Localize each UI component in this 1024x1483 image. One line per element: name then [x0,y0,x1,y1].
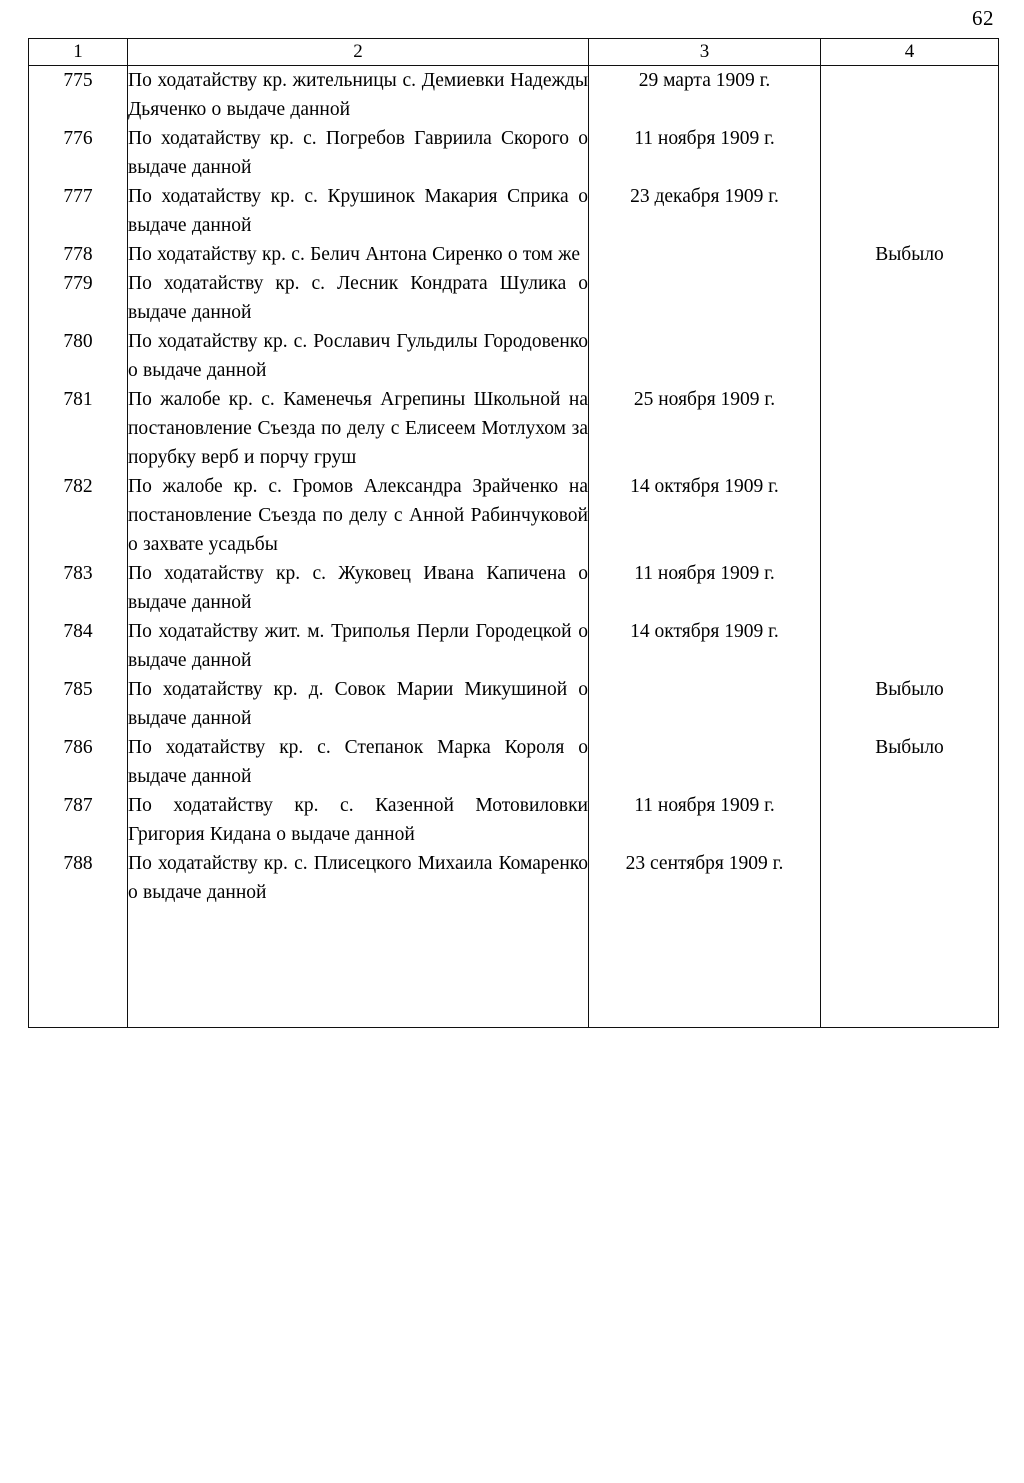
column-header-4: 4 [820,38,999,66]
table-row: 783 По ходатайству кр. с. Жуковец Ивана К… [28,559,999,617]
table-trailing-cell [820,907,999,1028]
entry-note [820,791,999,849]
entry-date: 23 сентября 1909 г. [588,849,821,907]
table-row: 781 По жалобе кр. с. Каменечья Агрепины Ш… [28,385,999,472]
entry-description: По ходатайству кр. с. Плисецкого Михаила… [127,849,589,907]
entry-number: 786 [28,733,128,791]
entry-number: 780 [28,327,128,385]
table-row: 778 По ходатайству кр. с. Белич Антона Си… [28,240,999,269]
table-row: 780 По ходатайству кр. с. Рославич Гульди… [28,327,999,385]
entry-note: Выбыло [820,240,999,269]
entry-number: 788 [28,849,128,907]
table-trailing-cell [127,907,589,1028]
entry-date: 11 ноября 1909 г. [588,124,821,182]
entry-number: 778 [28,240,128,269]
table-row: 777 По ходатайству кр. с. Крушинок Макари… [28,182,999,240]
entry-number: 787 [28,791,128,849]
entry-note [820,124,999,182]
entry-description: По ходатайству кр. с. Рославич Гульдилы … [127,327,589,385]
entry-note [820,182,999,240]
entry-note: Выбыло [820,733,999,791]
entry-note [820,617,999,675]
entry-description: По ходатайству кр. с. Жуковец Ивана Капи… [127,559,589,617]
entry-number: 777 [28,182,128,240]
entry-note [820,269,999,327]
table-header: 1 2 3 4 [28,38,999,66]
entry-note [820,849,999,907]
table-row: 784 По ходатайству жит. м. Триполья Перли… [28,617,999,675]
table-row: 786 По ходатайству кр. с. Степанок Марка … [28,733,999,791]
entry-number: 784 [28,617,128,675]
entry-date: 11 ноября 1909 г. [588,791,821,849]
entry-description: По жалобе кр. с. Каменечья Агрепины Школ… [127,385,589,472]
table-row: 787 По ходатайству кр. с. Казенной Мотови… [28,791,999,849]
entry-date [588,269,821,327]
entry-description: По ходатайству кр. с. Казенной Мотовилов… [127,791,589,849]
entry-number: 782 [28,472,128,559]
entry-date: 29 марта 1909 г. [588,65,821,124]
entry-date: 14 октября 1909 г. [588,472,821,559]
entry-date [588,733,821,791]
entry-date [588,327,821,385]
entry-description: По ходатайству жит. м. Триполья Перли Го… [127,617,589,675]
table-row: 788 По ходатайству кр. с. Плисецкого Миха… [28,849,999,907]
table-trailing-space [28,907,999,1028]
entry-note [820,472,999,559]
table-trailing-cell [28,907,128,1028]
entry-note [820,385,999,472]
entry-description: По ходатайству кр. с. Крушинок Макария С… [127,182,589,240]
entry-description: По ходатайству кр. с. Лесник Кондрата Шу… [127,269,589,327]
entry-date [588,240,821,269]
entry-date: 11 ноября 1909 г. [588,559,821,617]
entry-number: 776 [28,124,128,182]
table-row: 775 По ходатайству кр. жительницы с. Деми… [28,65,999,124]
entry-note: Выбыло [820,675,999,733]
table-body: 775 По ходатайству кр. жительницы с. Деми… [28,65,999,1028]
entry-note [820,327,999,385]
entry-number: 783 [28,559,128,617]
entry-number: 785 [28,675,128,733]
entry-description: По жалобе кр. с. Громов Александра Зрайч… [127,472,589,559]
entry-date [588,675,821,733]
entry-description: По ходатайству кр. жительницы с. Демиевк… [127,65,589,124]
entry-note [820,559,999,617]
entry-number: 781 [28,385,128,472]
page-number: 62 [972,6,994,30]
column-header-1: 1 [28,38,128,66]
entry-note [820,65,999,124]
entry-description: По ходатайству кр. с. Погребов Гавриила … [127,124,589,182]
entry-description: По ходатайству кр. с. Белич Антона Сирен… [127,240,589,269]
entry-number: 779 [28,269,128,327]
column-header-2: 2 [127,38,589,66]
entry-date: 25 ноября 1909 г. [588,385,821,472]
table-row: 785 По ходатайству кр. д. Совок Марии Мик… [28,675,999,733]
entry-date: 23 декабря 1909 г. [588,182,821,240]
table-header-row: 1 2 3 4 [28,38,999,66]
entry-description: По ходатайству кр. д. Совок Марии Микуши… [127,675,589,733]
entry-description: По ходатайству кр. с. Степанок Марка Кор… [127,733,589,791]
table-row: 782 По жалобе кр. с. Громов Александра Зр… [28,472,999,559]
register-table: 1 2 3 4 775 По ходатайству кр. жительницы… [28,38,999,1028]
entry-number: 775 [28,65,128,124]
table-row: 779 По ходатайству кр. с. Лесник Кондрата… [28,269,999,327]
table-row: 776 По ходатайству кр. с. Погребов Гаврии… [28,124,999,182]
table-trailing-cell [588,907,821,1028]
column-header-3: 3 [588,38,821,66]
entry-date: 14 октября 1909 г. [588,617,821,675]
